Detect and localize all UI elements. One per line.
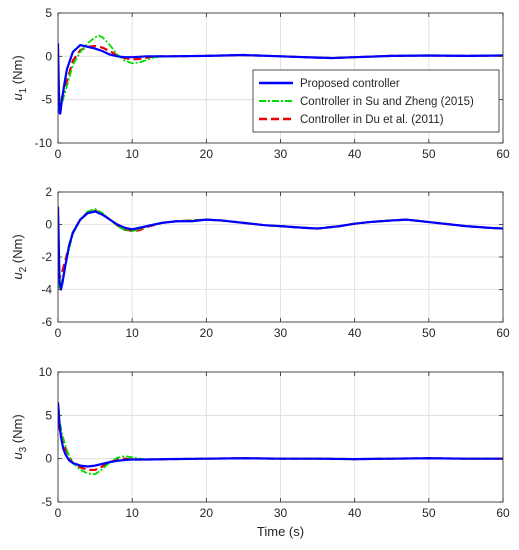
x-tick-label: 50 bbox=[422, 147, 436, 161]
y-axis-label-subscript: 1 bbox=[18, 87, 29, 93]
series-line-proposed bbox=[58, 402, 503, 468]
x-tick-label: 0 bbox=[55, 326, 62, 340]
y-axis-label: u3 (Nm) bbox=[10, 414, 29, 459]
series-group bbox=[58, 402, 503, 476]
x-tick-label: 50 bbox=[422, 326, 436, 340]
y-tick-label: -5 bbox=[41, 93, 52, 107]
x-tick-label: 40 bbox=[348, 326, 362, 340]
y-tick-label: 2 bbox=[45, 185, 52, 199]
x-tick-label: 30 bbox=[274, 326, 288, 340]
x-tick-label: 10 bbox=[125, 506, 139, 520]
x-tick-label: 30 bbox=[274, 506, 288, 520]
y-tick-label: -2 bbox=[41, 250, 52, 264]
y-axis-label-unit: (Nm) bbox=[10, 234, 25, 267]
x-tick-label: 20 bbox=[200, 147, 214, 161]
x-tick-label: 10 bbox=[125, 147, 139, 161]
y-tick-label: 0 bbox=[45, 218, 52, 232]
series-group bbox=[58, 34, 503, 115]
y-axis-label-symbol: u bbox=[10, 93, 25, 100]
x-tick-label: 60 bbox=[496, 506, 510, 520]
x-tick-label: 10 bbox=[125, 326, 139, 340]
y-axis-label-subscript: 2 bbox=[18, 266, 29, 272]
x-tick-label: 50 bbox=[422, 506, 436, 520]
legend: Proposed controller Controller in Su and… bbox=[252, 69, 500, 133]
x-tick-label: 40 bbox=[348, 147, 362, 161]
legend-label-su-zheng: Controller in Su and Zheng (2015) bbox=[300, 96, 474, 108]
y-tick-label: 5 bbox=[45, 408, 52, 422]
y-tick-label: -6 bbox=[41, 315, 52, 329]
x-tick-label: 30 bbox=[274, 147, 288, 161]
y-tick-label: 0 bbox=[45, 49, 52, 63]
x-tick-label: 60 bbox=[496, 147, 510, 161]
y-axis-label-subscript: 3 bbox=[18, 446, 29, 452]
x-axis-label: Time (s) bbox=[257, 524, 304, 539]
series-line-proposed bbox=[58, 206, 503, 291]
x-tick-label: 20 bbox=[200, 326, 214, 340]
y-tick-label: -4 bbox=[41, 283, 52, 297]
x-tick-label: 60 bbox=[496, 326, 510, 340]
y-axis-label: u2 (Nm) bbox=[10, 234, 29, 279]
y-axis-label-unit: (Nm) bbox=[10, 55, 25, 88]
x-tick-label: 0 bbox=[55, 506, 62, 520]
y-tick-label: -10 bbox=[35, 136, 53, 150]
y-tick-label: 0 bbox=[45, 452, 52, 466]
legend-label-du: Controller in Du et al. (2011) bbox=[300, 114, 444, 126]
y-axis-label: u1 (Nm) bbox=[10, 55, 29, 100]
y-tick-label: 10 bbox=[39, 365, 53, 379]
legend-box bbox=[252, 69, 500, 133]
series-line-proposed bbox=[58, 43, 503, 115]
y-tick-label: 5 bbox=[45, 6, 52, 20]
y-axis-label-unit: (Nm) bbox=[10, 414, 25, 447]
y-tick-label: -5 bbox=[41, 495, 52, 509]
x-tick-label: 40 bbox=[348, 506, 362, 520]
series-group bbox=[58, 206, 503, 291]
y-axis-label-symbol: u bbox=[10, 452, 25, 459]
x-tick-label: 0 bbox=[55, 147, 62, 161]
x-tick-label: 20 bbox=[200, 506, 214, 520]
legend-label-proposed: Proposed controller bbox=[300, 78, 400, 90]
y-axis-label-symbol: u bbox=[10, 272, 25, 279]
